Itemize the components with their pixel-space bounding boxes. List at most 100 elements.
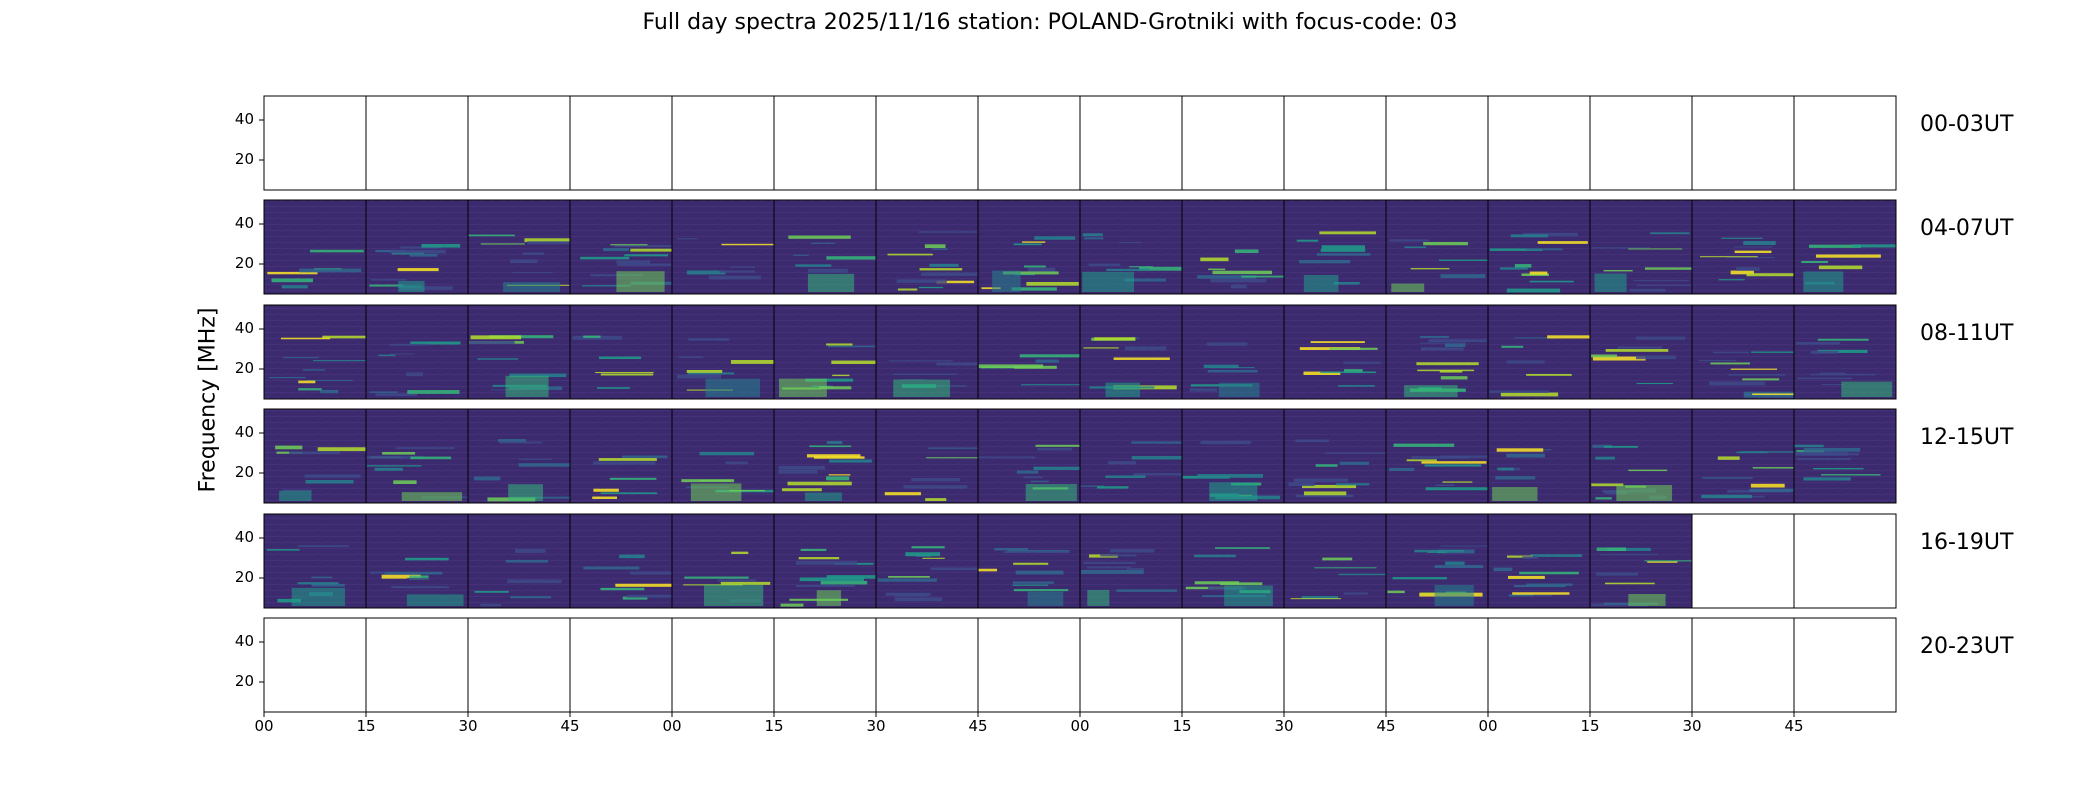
spectral-band bbox=[1525, 248, 1563, 251]
spectral-band bbox=[927, 447, 978, 449]
spectral-band bbox=[583, 566, 640, 570]
spectral-band bbox=[687, 372, 735, 375]
spectral-band bbox=[795, 264, 832, 267]
panel-background bbox=[876, 618, 978, 712]
spectral-band bbox=[1730, 270, 1754, 275]
spectrogram-panel bbox=[467, 408, 571, 504]
panel-background bbox=[1488, 618, 1590, 712]
empty-panel bbox=[875, 95, 979, 191]
spectrogram-panel bbox=[977, 408, 1081, 504]
spectral-band bbox=[598, 458, 657, 461]
spectral-band bbox=[1338, 573, 1386, 576]
spectral-band bbox=[595, 371, 654, 374]
empty-panel bbox=[1793, 95, 1897, 191]
empty-panel bbox=[467, 617, 571, 713]
row-time-label: 20-23UT bbox=[1920, 634, 2014, 659]
spectral-band bbox=[1495, 476, 1536, 480]
spectral-band bbox=[1319, 231, 1377, 235]
spectrogram-panel bbox=[977, 513, 1081, 609]
panel-frame bbox=[1793, 408, 1897, 504]
noise-block bbox=[508, 484, 543, 501]
spectral-band bbox=[610, 244, 648, 246]
spectral-band bbox=[787, 481, 852, 486]
spectral-band bbox=[1817, 349, 1868, 353]
spectral-band bbox=[630, 248, 672, 252]
spectral-band bbox=[924, 244, 946, 249]
panel-background bbox=[1692, 514, 1794, 608]
spectral-band bbox=[1022, 241, 1046, 243]
spectral-band bbox=[819, 386, 852, 390]
panel-background bbox=[570, 618, 672, 712]
spectral-band bbox=[468, 234, 515, 237]
spectral-band bbox=[1387, 590, 1405, 594]
spectral-band bbox=[799, 577, 864, 582]
spectrogram-panel bbox=[875, 304, 979, 400]
panel-background bbox=[1182, 618, 1284, 712]
spectral-band bbox=[1343, 361, 1381, 364]
spectral-band bbox=[598, 356, 642, 360]
panel-texture bbox=[1386, 305, 1488, 399]
spectrogram-panel bbox=[569, 199, 673, 295]
spectral-band bbox=[1749, 488, 1794, 492]
noise-block bbox=[1087, 589, 1110, 606]
spectral-band bbox=[1197, 474, 1264, 478]
spectral-band bbox=[800, 548, 827, 552]
spectral-band bbox=[1629, 288, 1666, 292]
y-tick-label: 40 bbox=[234, 528, 254, 546]
empty-panel bbox=[467, 95, 571, 191]
spectral-band bbox=[1635, 336, 1686, 340]
spectral-band bbox=[1023, 476, 1043, 479]
spectral-band bbox=[369, 391, 398, 393]
spectral-band bbox=[1821, 474, 1881, 476]
spectral-band bbox=[1810, 373, 1876, 376]
spectrogram-panel bbox=[1283, 513, 1387, 609]
spectral-band bbox=[1033, 466, 1080, 470]
empty-panel bbox=[1487, 95, 1591, 191]
empty-panel bbox=[1079, 95, 1183, 191]
spectral-band bbox=[409, 575, 429, 580]
empty-panel bbox=[1283, 617, 1387, 713]
spectra-row bbox=[263, 95, 1897, 191]
panel-frame bbox=[1793, 304, 1897, 400]
spectral-band bbox=[600, 492, 658, 495]
spectral-band bbox=[894, 593, 928, 597]
spectral-band bbox=[1014, 274, 1035, 276]
spectral-band bbox=[1506, 453, 1545, 458]
spectral-band bbox=[1337, 384, 1375, 387]
empty-panel bbox=[671, 617, 775, 713]
spectrogram-panel bbox=[569, 304, 673, 400]
spectral-band bbox=[1506, 288, 1561, 293]
spectral-band bbox=[518, 458, 553, 460]
spectral-band bbox=[1596, 547, 1626, 551]
spectral-band bbox=[1100, 554, 1137, 557]
spectral-band bbox=[1508, 594, 1534, 597]
spectral-band bbox=[1519, 571, 1579, 575]
spectral-band bbox=[474, 590, 509, 593]
spectral-band bbox=[277, 598, 301, 603]
noise-block bbox=[1616, 485, 1673, 501]
spectral-band bbox=[1034, 236, 1076, 240]
spectral-band bbox=[597, 387, 630, 389]
panel-frame bbox=[1793, 513, 1897, 609]
y-tick-label: 20 bbox=[234, 359, 254, 377]
panel-background bbox=[1080, 96, 1182, 190]
spectral-band bbox=[1296, 239, 1319, 242]
spectral-band bbox=[1320, 371, 1377, 374]
spectral-band bbox=[489, 335, 554, 339]
spectrogram-panel bbox=[263, 513, 367, 609]
spectral-band bbox=[1030, 480, 1049, 483]
spectral-band bbox=[1600, 553, 1659, 556]
spectrogram-panel bbox=[1079, 199, 1183, 295]
spectral-band bbox=[1821, 383, 1845, 386]
spectral-band bbox=[1302, 484, 1357, 489]
spectral-band bbox=[929, 263, 959, 267]
spectral-band bbox=[1393, 443, 1455, 447]
spectra-row bbox=[263, 513, 1897, 609]
spectral-band bbox=[828, 474, 851, 476]
x-tick-label: 00 bbox=[254, 717, 274, 735]
spectral-band bbox=[699, 479, 731, 482]
spectral-band bbox=[306, 379, 353, 381]
spectral-band bbox=[1742, 378, 1780, 381]
panel-background bbox=[264, 96, 366, 190]
